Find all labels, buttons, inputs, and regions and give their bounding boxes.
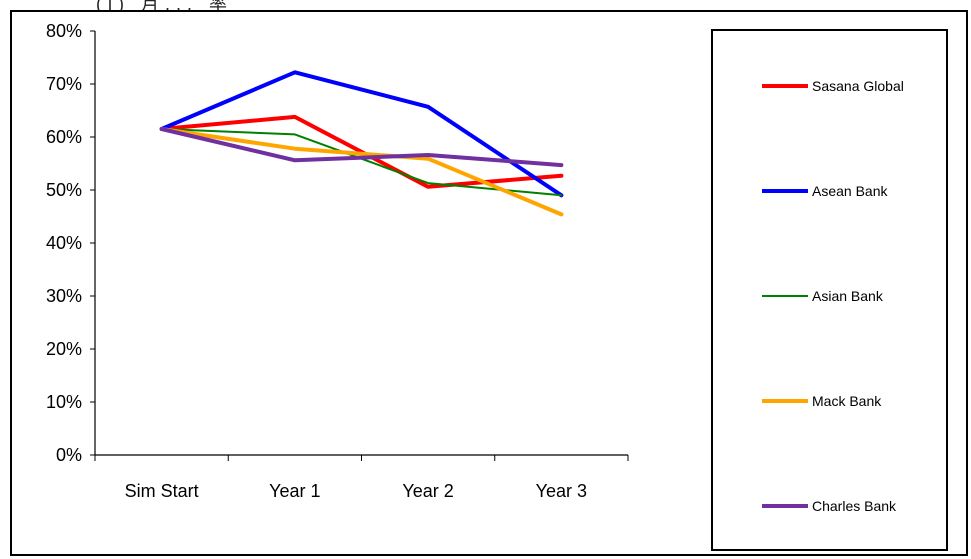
legend-label-mack-bank: Mack Bank: [812, 393, 882, 409]
axes: 0% 10% 20% 30% 40% 50% 60% 70% 80% Sim Start Year …: [46, 21, 628, 501]
y-tick-label: 50%: [46, 180, 82, 200]
legend-label-charles-bank: Charles Bank: [812, 498, 897, 514]
series-layer: [162, 72, 562, 214]
y-tick-label: 60%: [46, 127, 82, 147]
legend: Sasana Global Asean Bank Asian Bank Mack Ba…: [712, 30, 947, 550]
y-tick-label: 0%: [56, 445, 82, 465]
y-tick-label: 80%: [46, 21, 82, 41]
y-tick-label: 30%: [46, 286, 82, 306]
y-tick-label: 10%: [46, 392, 82, 412]
x-tick-label: Sim Start: [125, 481, 199, 501]
y-tick-label: 70%: [46, 74, 82, 94]
x-tick-label: Year 1: [269, 481, 320, 501]
y-tick-label: 20%: [46, 339, 82, 359]
y-tick-label: 40%: [46, 233, 82, 253]
series-line-asean-bank: [162, 72, 562, 195]
legend-label-asean-bank: Asean Bank: [812, 183, 888, 199]
legend-label-sasana-global: Sasana Global: [812, 78, 904, 94]
x-tick-label: Year 2: [402, 481, 453, 501]
x-tick-label: Year 3: [536, 481, 587, 501]
legend-label-asian-bank: Asian Bank: [812, 288, 884, 304]
